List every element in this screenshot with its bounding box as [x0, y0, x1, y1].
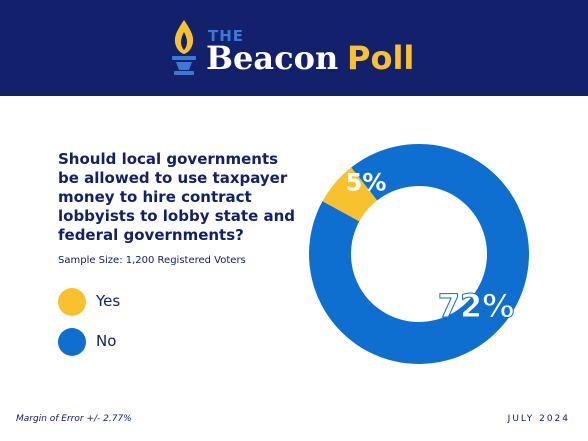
logo-poll-text: Poll [347, 39, 415, 77]
donut-slice-no [308, 144, 529, 364]
legend-swatch-yes [58, 288, 86, 316]
donut-label-no: 72% [438, 287, 515, 325]
sample-size: Sample Size: 1,200 Registered Voters [58, 255, 246, 266]
donut-label-yes: 5% [346, 168, 387, 196]
donut-chart: 5% 72% [308, 144, 529, 364]
donut-slice-yes [322, 167, 378, 222]
torch-icon [172, 20, 196, 75]
margin-of-error: Margin of Error +/- 2.77% [16, 414, 132, 424]
logo-the-text: THE [208, 27, 245, 45]
logo-beacon-text: Beacon [206, 39, 339, 77]
legend-label-yes: Yes [96, 292, 121, 310]
poll-date: JULY 2024 [507, 414, 570, 424]
legend-swatch-no [58, 328, 86, 356]
header-banner: THE Beacon Poll [0, 0, 588, 96]
poll-question: Should local governments be allowed to u… [58, 150, 296, 244]
legend-label-no: No [96, 332, 117, 350]
